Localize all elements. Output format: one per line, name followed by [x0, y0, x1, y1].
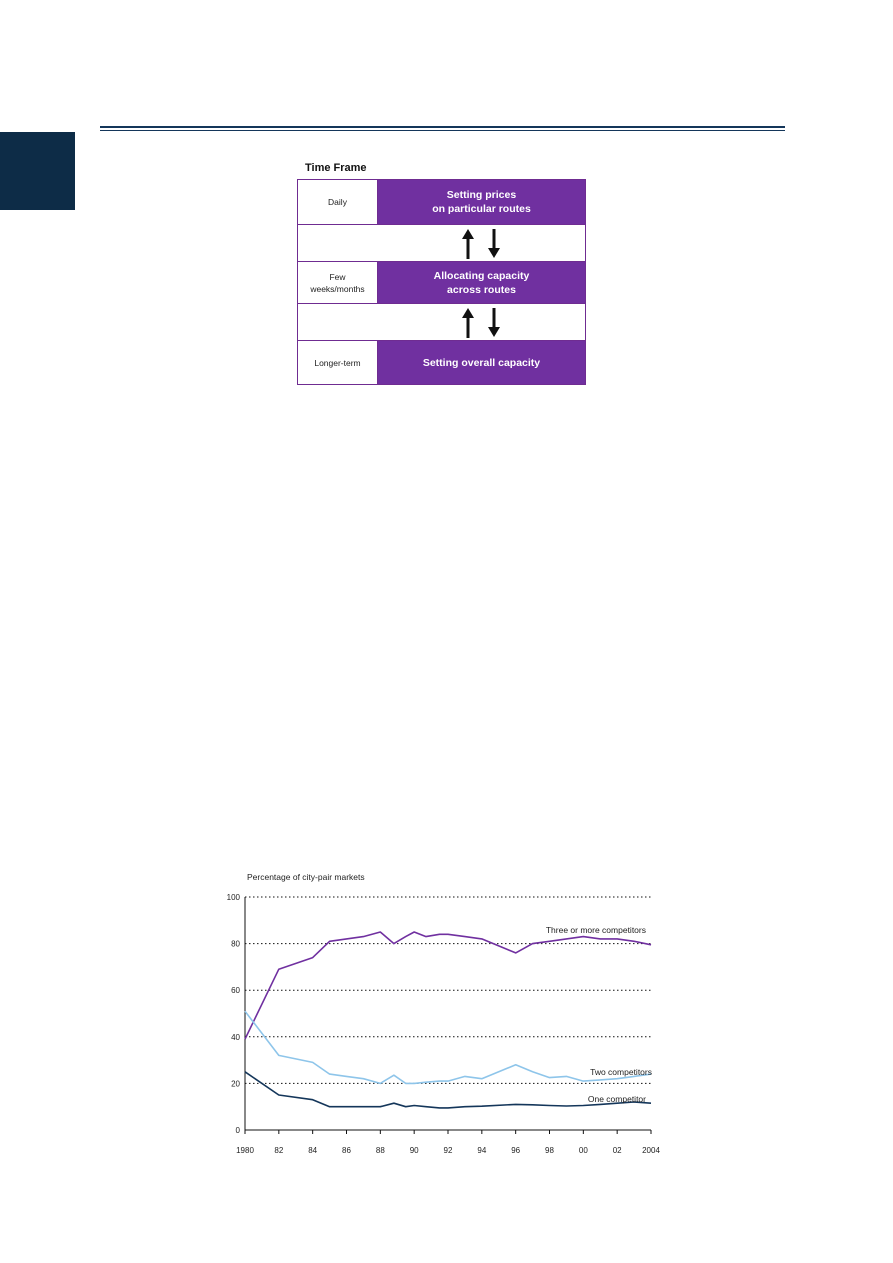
row-label: Longer-term	[298, 341, 378, 384]
x-tick-label: 86	[342, 1146, 351, 1155]
x-tick-label: 94	[477, 1146, 486, 1155]
x-tick-label: 96	[511, 1146, 520, 1155]
x-tick-label: 88	[376, 1146, 385, 1155]
row-label: Few weeks/months	[298, 262, 378, 303]
series-label: One competitor	[588, 1094, 646, 1104]
x-tick-label: 2004	[642, 1146, 660, 1155]
series-line-1	[244, 1010, 652, 1085]
time-frame-diagram: Daily Setting prices on particular route…	[297, 179, 586, 385]
series-label: Three or more competitors	[546, 925, 646, 935]
activity-box: Setting overall capacity	[378, 341, 585, 384]
diagram-title: Time Frame	[305, 162, 367, 174]
diagram-row-longer-term: Longer-term Setting overall capacity	[298, 341, 585, 384]
diagram-row-daily: Daily Setting prices on particular route…	[298, 180, 585, 224]
diagram-row-few-weeks: Few weeks/months Allocating capacity acr…	[298, 262, 585, 303]
arrow-gap	[298, 303, 585, 341]
activity-box: Allocating capacity across routes	[378, 262, 585, 303]
series-label: Two competitors	[590, 1067, 652, 1077]
series-line-0	[244, 931, 652, 1040]
x-tick-label: 90	[410, 1146, 419, 1155]
y-tick-label: 80	[231, 940, 240, 949]
x-tick-label: 82	[274, 1146, 283, 1155]
y-tick-label: 100	[227, 893, 241, 902]
y-tick-label: 40	[231, 1033, 240, 1042]
row-label: Daily	[298, 180, 378, 224]
x-tick-label: 02	[613, 1146, 622, 1155]
y-tick-label: 60	[231, 986, 240, 995]
arrow-gap	[298, 224, 585, 262]
x-tick-label: 1980	[236, 1146, 254, 1155]
x-tick-label: 98	[545, 1146, 554, 1155]
y-tick-label: 0	[236, 1126, 241, 1135]
up-down-arrows-icon	[462, 308, 500, 338]
x-tick-label: 84	[308, 1146, 317, 1155]
x-tick-label: 00	[579, 1146, 588, 1155]
section-tab	[0, 132, 75, 210]
header-rule	[100, 126, 785, 128]
y-tick-label: 20	[231, 1079, 240, 1088]
header-rule-thin	[100, 130, 785, 131]
up-down-arrows-icon	[462, 229, 500, 259]
x-tick-label: 92	[444, 1146, 453, 1155]
series-line-2	[244, 1071, 652, 1109]
chart-title: Percentage of city-pair markets	[247, 872, 365, 882]
activity-box: Setting prices on particular routes	[378, 180, 585, 224]
